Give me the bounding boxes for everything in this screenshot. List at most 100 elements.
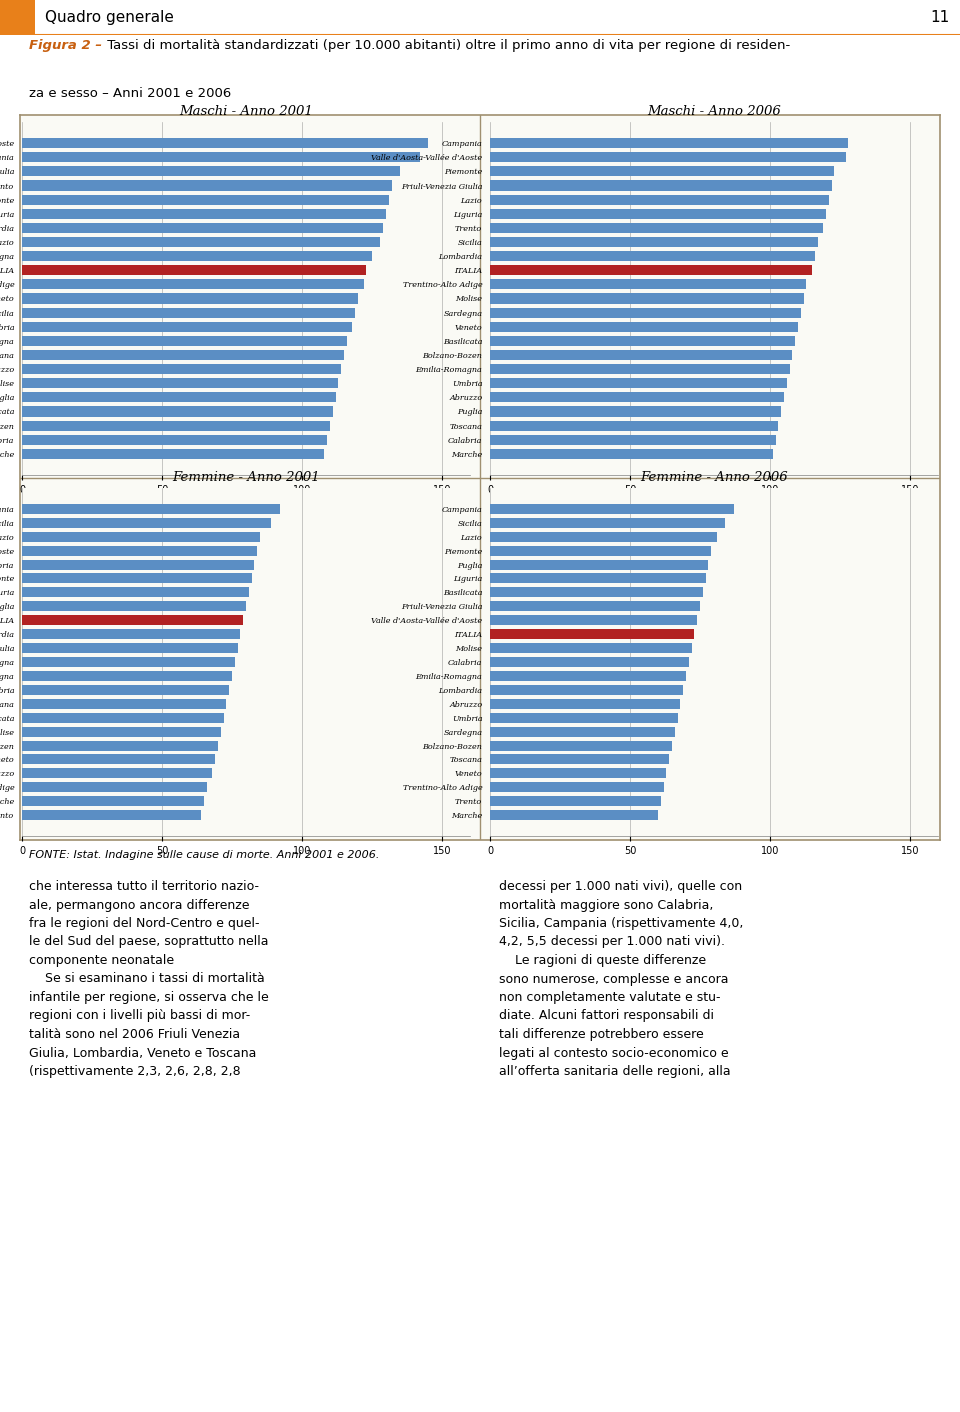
Text: Quadro generale: Quadro generale (45, 10, 174, 25)
Bar (22, 421, 330, 431)
Bar (22, 251, 372, 261)
Bar (490, 616, 697, 626)
Bar (490, 364, 789, 374)
Bar (22, 378, 339, 388)
Bar (490, 573, 706, 583)
Bar (22, 504, 279, 514)
Bar (490, 768, 666, 778)
Bar (22, 350, 344, 360)
Bar (22, 152, 420, 162)
Bar (22, 223, 383, 233)
Bar (22, 322, 352, 332)
Bar (22, 181, 392, 191)
Bar (22, 810, 202, 820)
Bar (490, 532, 717, 542)
Bar (490, 657, 688, 666)
Bar (490, 754, 669, 764)
Bar (22, 393, 336, 402)
Bar (490, 237, 818, 247)
Bar (490, 518, 725, 528)
Bar (490, 209, 826, 219)
Bar (22, 642, 238, 654)
Bar (22, 545, 257, 555)
Text: 11: 11 (931, 10, 950, 25)
Bar (490, 713, 678, 723)
Bar (490, 308, 801, 318)
Bar (490, 504, 733, 514)
Bar (490, 280, 806, 289)
Bar (22, 685, 229, 695)
Bar (22, 407, 333, 417)
Bar (0, 0, 35, 35)
Bar (22, 671, 232, 681)
Bar (22, 740, 218, 751)
Bar (22, 768, 212, 778)
Text: FONTE: Istat. Indagine sulle cause di morte. Anni 2001 e 2006.: FONTE: Istat. Indagine sulle cause di mo… (29, 850, 379, 860)
Bar (22, 657, 235, 666)
Bar (22, 796, 204, 806)
Bar (490, 407, 781, 417)
Bar (22, 265, 367, 275)
Bar (22, 713, 224, 723)
Title: Femmine - Anno 2006: Femmine - Anno 2006 (640, 472, 788, 484)
Bar (490, 559, 708, 569)
Bar (490, 810, 658, 820)
Text: za e sesso – Anni 2001 e 2006: za e sesso – Anni 2001 e 2006 (29, 88, 231, 100)
Bar (490, 251, 815, 261)
Text: decessi per 1.000 nati vivi), quelle con
mortalità maggiore sono Calabria,
Sicil: decessi per 1.000 nati vivi), quelle con… (499, 880, 744, 1077)
Bar (490, 449, 773, 459)
Bar (22, 630, 240, 640)
Bar (22, 559, 254, 569)
Bar (22, 138, 428, 148)
Text: Figura 2 –: Figura 2 – (29, 40, 102, 52)
Bar (22, 237, 380, 247)
Text: che interessa tutto il territorio nazio-
ale, permangono ancora differenze
fra l: che interessa tutto il territorio nazio-… (29, 880, 269, 1077)
Bar (490, 782, 663, 792)
Bar (490, 602, 700, 611)
Bar (22, 280, 364, 289)
Bar (22, 167, 400, 176)
Bar (22, 336, 347, 346)
Bar (22, 727, 221, 737)
Bar (22, 195, 389, 205)
Bar (22, 532, 260, 542)
Bar (490, 294, 804, 304)
Text: Tassi di mortalità standardizzati (per 10.000 abitanti) oltre il primo anno di v: Tassi di mortalità standardizzati (per 1… (103, 40, 790, 52)
Bar (490, 152, 846, 162)
Bar (490, 587, 703, 597)
Bar (490, 727, 675, 737)
Bar (22, 602, 246, 611)
Bar (490, 350, 792, 360)
Bar (22, 587, 249, 597)
Bar (490, 630, 694, 640)
Bar (490, 421, 779, 431)
Bar (490, 699, 681, 709)
Bar (22, 782, 206, 792)
Bar (490, 796, 660, 806)
Bar (22, 573, 252, 583)
Bar (22, 209, 386, 219)
Bar (490, 181, 831, 191)
Bar (490, 685, 684, 695)
Bar (490, 322, 798, 332)
Bar (490, 195, 828, 205)
Bar (490, 740, 672, 751)
Bar (490, 223, 824, 233)
Bar (22, 308, 355, 318)
Title: Maschi - Anno 2001: Maschi - Anno 2001 (180, 104, 313, 119)
Title: Maschi - Anno 2006: Maschi - Anno 2006 (647, 104, 780, 119)
Bar (490, 265, 812, 275)
Bar (22, 364, 341, 374)
Bar (490, 393, 784, 402)
Bar (490, 642, 691, 654)
Bar (490, 671, 686, 681)
Bar (22, 435, 327, 445)
Title: Femmine - Anno 2001: Femmine - Anno 2001 (172, 472, 320, 484)
Bar (22, 754, 215, 764)
Bar (490, 545, 711, 555)
Bar (22, 616, 243, 626)
Bar (490, 435, 776, 445)
Bar (490, 138, 849, 148)
Bar (22, 294, 358, 304)
Bar (490, 378, 787, 388)
